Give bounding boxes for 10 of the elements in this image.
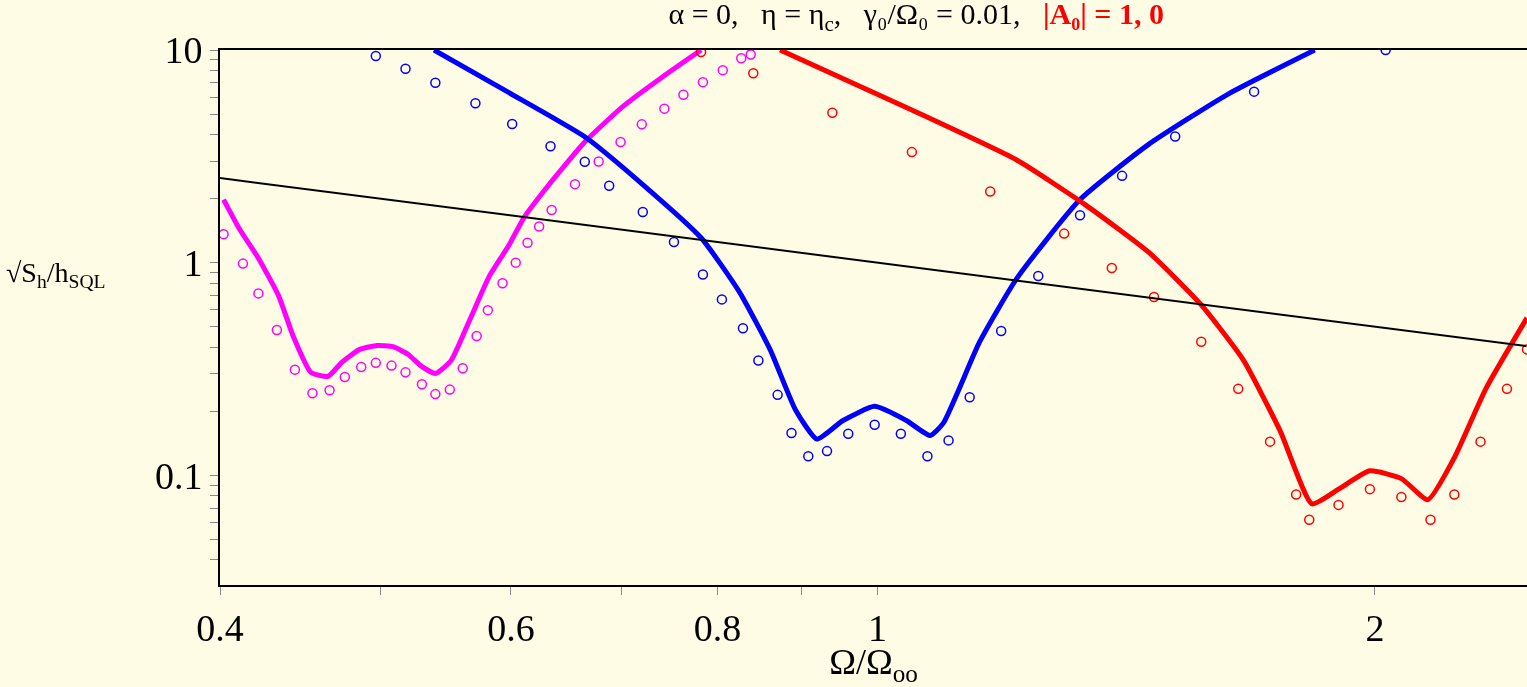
y-tick-label: 1 — [183, 241, 203, 284]
x-tick-label: 0.6 — [487, 606, 535, 649]
x-tick-label: 0.4 — [196, 606, 244, 649]
chart-title: α = 0, η = η$_{c}$, γ₀/Ω₀ = 0.01, — [668, 0, 1021, 36]
y-tick-label: 10 — [164, 29, 203, 72]
y-tick-label: 0.1 — [154, 454, 203, 497]
x-tick-label: 2 — [1365, 606, 1385, 649]
y-axis-title: √S$_{h}$/h$_{SQL}$ — [6, 257, 106, 292]
x-tick-label: 0.8 — [693, 606, 742, 649]
text: |A₀| = 1, 0 — [1042, 0, 1164, 31]
